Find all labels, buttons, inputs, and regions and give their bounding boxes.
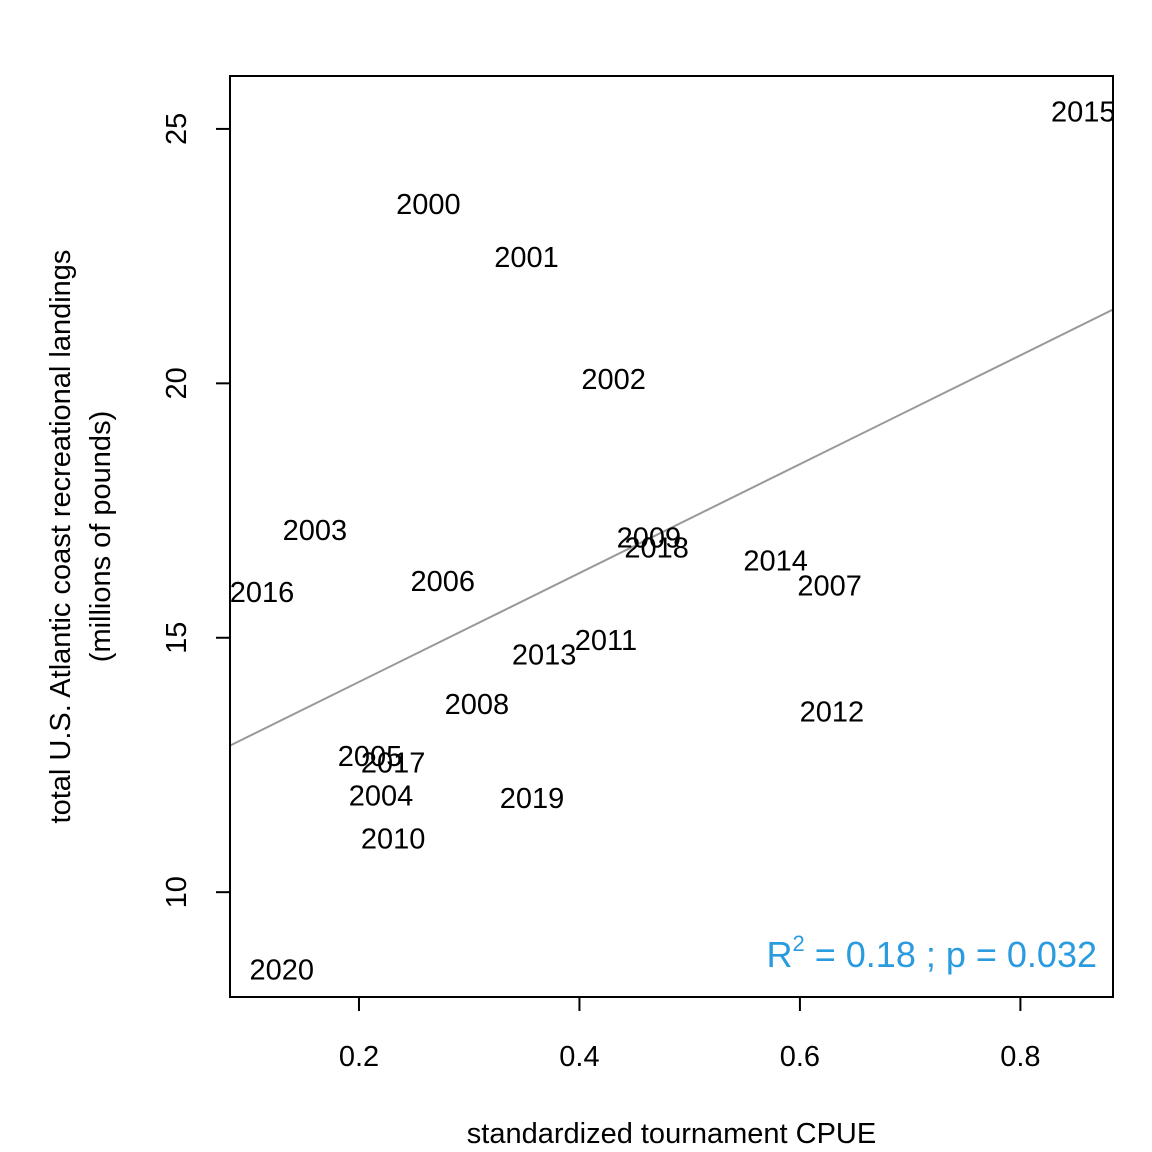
point-label-2007: 2007 <box>797 570 862 602</box>
y-tick-label: 25 <box>161 113 193 145</box>
point-label-2000: 2000 <box>396 189 461 221</box>
point-label-2006: 2006 <box>411 566 476 598</box>
point-label-2008: 2008 <box>445 689 510 721</box>
plot-area: 2000 2001 2002 2003 2004 2005 2006 2007 2008 2009… <box>230 97 1116 987</box>
point-label-2020: 2020 <box>250 955 315 987</box>
r-symbol: R <box>767 934 793 975</box>
point-label-2004: 2004 <box>349 781 414 813</box>
r-superscript: 2 <box>793 931 805 956</box>
y-axis-title: total U.S. Atlantic coast recreational l… <box>45 250 77 824</box>
x-tick-label: 0.2 <box>339 1041 379 1073</box>
x-tick-label: 0.8 <box>1000 1041 1040 1073</box>
point-label-2005: 2005 <box>338 741 403 773</box>
point-label-2016: 2016 <box>230 577 295 609</box>
x-tick-label: 0.6 <box>780 1041 820 1073</box>
point-label-2012: 2012 <box>800 697 865 729</box>
point-label-2017: 2017 <box>361 747 426 779</box>
regression-line <box>230 308 1113 747</box>
point-label-2003: 2003 <box>283 515 348 547</box>
point-label-2010: 2010 <box>361 823 426 855</box>
point-label-2001: 2001 <box>494 242 559 274</box>
x-axis-title: standardized tournament CPUE <box>467 1118 876 1150</box>
point-label-2014: 2014 <box>743 545 808 577</box>
y-axis: 10 15 20 25 <box>161 113 231 908</box>
y-axis-title-line2: (millions of pounds) <box>85 411 117 662</box>
x-tick-label: 0.4 <box>559 1041 599 1073</box>
point-label-2018: 2018 <box>624 533 689 565</box>
point-label-2009: 2009 <box>617 523 682 555</box>
y-tick-label: 15 <box>161 622 193 654</box>
stats-values: = 0.18 ; p = 0.032 <box>805 934 1097 975</box>
point-label-2013: 2013 <box>512 640 577 672</box>
point-label-2011: 2011 <box>575 625 637 657</box>
x-axis: 0.2 0.4 0.6 0.8 <box>339 996 1041 1073</box>
point-label-2015: 2015 <box>1051 97 1116 129</box>
y-tick-label: 10 <box>161 876 193 908</box>
regression-stats-annotation: R2 = 0.18 ; p = 0.032 <box>767 931 1098 975</box>
point-label-2019: 2019 <box>500 783 565 815</box>
point-label-2002: 2002 <box>581 364 646 396</box>
y-tick-label: 20 <box>161 367 193 399</box>
